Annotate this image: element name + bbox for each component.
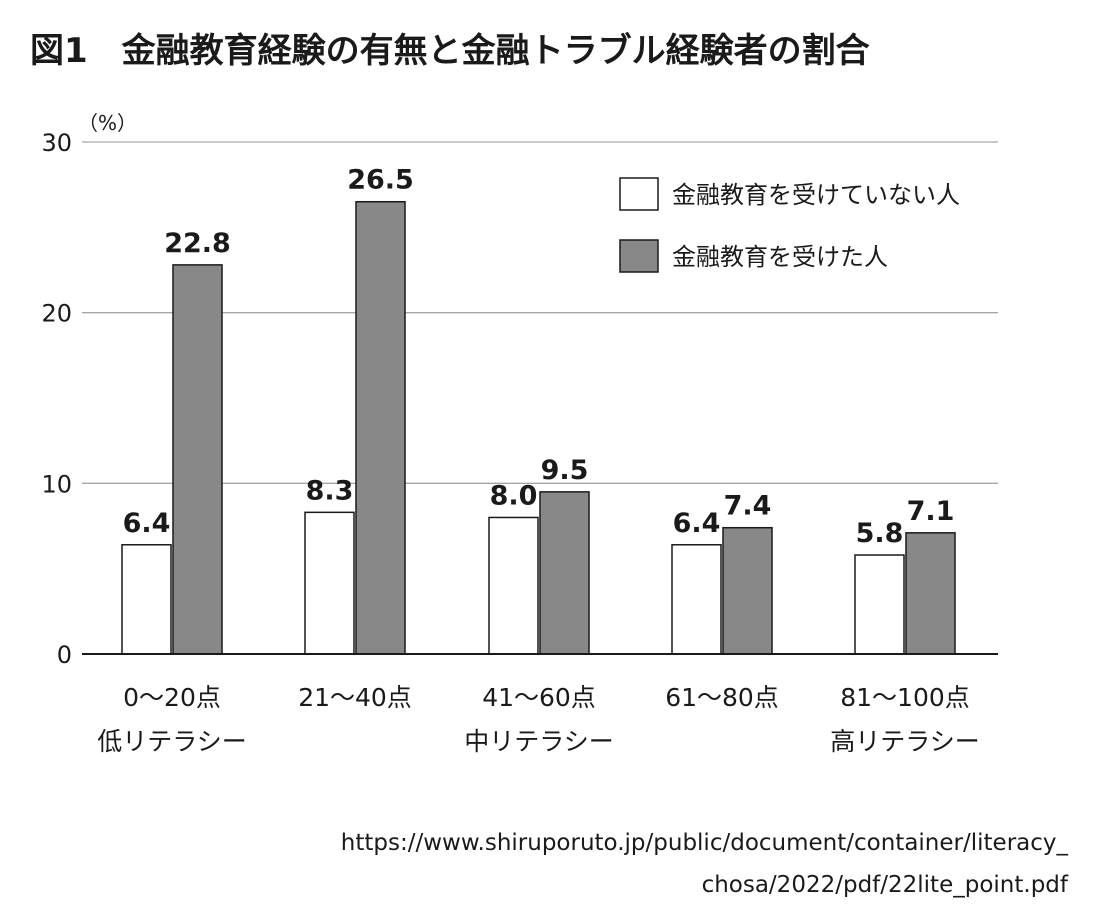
source-line: https://www.shiruporuto.jp/public/docume… [341,830,1069,856]
data-label: 5.8 [856,518,904,549]
y-tick-label: 0 [57,641,72,669]
bars [121,200,956,655]
legend-swatch [619,177,659,211]
bar-no-education-2 [488,516,539,655]
bar-no-education-0 [121,544,172,655]
bar-no-education-1 [304,511,355,655]
legend-swatch [619,239,659,273]
data-label: 6.4 [673,508,721,539]
gridlines [82,141,998,484]
y-axis-unit: （%） [78,111,137,135]
legend-label: 金融教育を受けていない人 [672,181,960,209]
x-category-label: 41～60点 [482,683,596,712]
data-label: 7.1 [907,496,955,527]
x-category-label: 61～80点 [665,683,779,712]
bar-education-3 [722,526,773,655]
data-label: 6.4 [123,508,171,539]
y-tick-label: 30 [41,129,72,157]
data-label: 9.5 [541,455,589,486]
data-label: 26.5 [347,165,414,196]
x-category-label: 0～20点 [123,683,221,712]
x-category-label: 21～40点 [298,683,412,712]
bar-no-education-3 [671,544,722,655]
source-note: https://www.shiruporuto.jp/public/docume… [341,830,1069,898]
data-label: 7.4 [724,491,772,522]
legend-label: 金融教育を受けた人 [672,243,888,271]
data-labels: 6.4 8.3 8.0 6.4 5.8 22.8 26.5 9.5 7.4 7.1 [123,165,955,549]
data-label: 8.3 [306,475,354,506]
bar-no-education-4 [854,554,905,655]
bar-education-4 [905,532,956,655]
x-category-label: 81～100点 [840,683,970,712]
x-category-label: 中リテラシー [464,727,614,756]
x-category-label: 高リテラシー [830,727,980,756]
y-tick-label: 20 [41,300,72,328]
bar-education-1 [355,200,406,655]
y-tick-label: 10 [41,470,72,498]
data-label: 22.8 [164,228,231,259]
chart-title: 図1 金融教育経験の有無と金融トラブル経験者の割合 [30,31,870,71]
bar-education-2 [539,491,590,655]
bar-education-0 [172,264,223,655]
data-label: 8.0 [490,480,538,511]
source-line: chosa/2022/pdf/22lite_point.pdf [702,872,1069,898]
x-category-label: 低リテラシー [97,727,247,756]
